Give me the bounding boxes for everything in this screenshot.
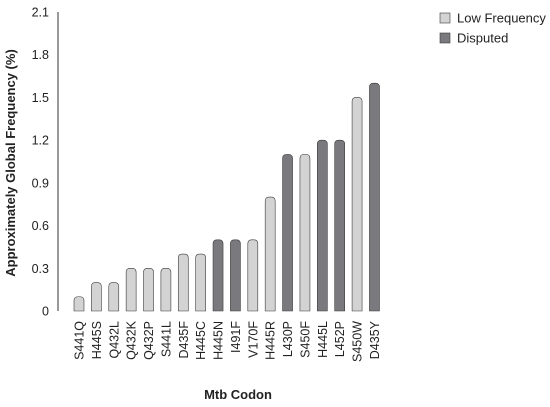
bar-d435f bbox=[177, 253, 189, 312]
x-tick-label: H445C bbox=[194, 321, 208, 360]
y-tick-label: 0.6 bbox=[32, 219, 49, 233]
y-tick-label: 0 bbox=[42, 305, 49, 319]
bar-q432l bbox=[108, 282, 120, 312]
y-tick-label: 0.3 bbox=[32, 262, 49, 276]
bar-h445r bbox=[264, 196, 276, 312]
y-axis-title: Approximately Global Frequency (%) bbox=[3, 49, 18, 277]
y-tick-label: 1.2 bbox=[32, 134, 49, 148]
x-tick-label: H445S bbox=[90, 321, 104, 359]
x-tick-label: I491F bbox=[229, 321, 243, 353]
y-tick-label: 0.9 bbox=[32, 176, 49, 190]
x-tick-label: V170F bbox=[246, 321, 260, 358]
x-tick-label: S450F bbox=[298, 321, 312, 358]
bar-d435y bbox=[369, 82, 380, 312]
bar-i491f bbox=[230, 239, 241, 312]
y-tick-label: 2.1 bbox=[32, 6, 49, 20]
bar-l430p bbox=[282, 154, 293, 312]
x-axis-title: Mtb Codon bbox=[204, 387, 272, 402]
x-tick-label: L430P bbox=[281, 321, 295, 357]
bar-s441l bbox=[160, 267, 172, 312]
x-axis-labels: S441Q H445S Q432L Q432K Q432P S441L D435F H445C… bbox=[73, 320, 382, 362]
bar-l452p bbox=[334, 139, 345, 312]
bar-s441q bbox=[73, 296, 85, 312]
legend-swatch bbox=[439, 12, 451, 24]
x-tick-label: D435F bbox=[177, 321, 191, 359]
x-tick-label: S441Q bbox=[73, 321, 87, 360]
y-axis: 0 0.3 0.6 0.9 1.2 1.5 1.8 2.1 bbox=[32, 6, 59, 319]
x-tick-label: L452P bbox=[333, 321, 347, 357]
legend-swatch bbox=[439, 32, 451, 44]
bar-h445n bbox=[212, 239, 224, 312]
x-tick-label: D435Y bbox=[368, 320, 382, 359]
x-tick-label: Q432K bbox=[125, 320, 139, 360]
bar-q432k bbox=[125, 267, 137, 312]
x-tick-label: S441L bbox=[159, 321, 173, 357]
bar-h445l bbox=[317, 139, 328, 312]
legend: Low Frequency Disputed bbox=[439, 11, 546, 46]
bar-v170f bbox=[247, 239, 259, 312]
bar-s450f bbox=[299, 154, 311, 312]
x-tick-label: H445R bbox=[264, 321, 278, 360]
bars bbox=[73, 82, 380, 312]
y-tick-label: 1.5 bbox=[32, 91, 49, 105]
legend-label: Disputed bbox=[457, 31, 508, 46]
x-tick-label: H445N bbox=[212, 321, 226, 360]
x-tick-label: Q432L bbox=[107, 321, 121, 359]
bar-h445s bbox=[91, 282, 102, 312]
y-tick-label: 1.8 bbox=[32, 48, 49, 62]
legend-label: Low Frequency bbox=[457, 11, 546, 26]
x-tick-label: H445L bbox=[316, 321, 330, 358]
x-tick-label: Q432P bbox=[142, 321, 156, 360]
bar-h445c bbox=[195, 253, 206, 312]
bar-q432p bbox=[143, 267, 154, 312]
x-tick-label: S450W bbox=[351, 321, 365, 362]
bar-s450w bbox=[351, 97, 363, 312]
